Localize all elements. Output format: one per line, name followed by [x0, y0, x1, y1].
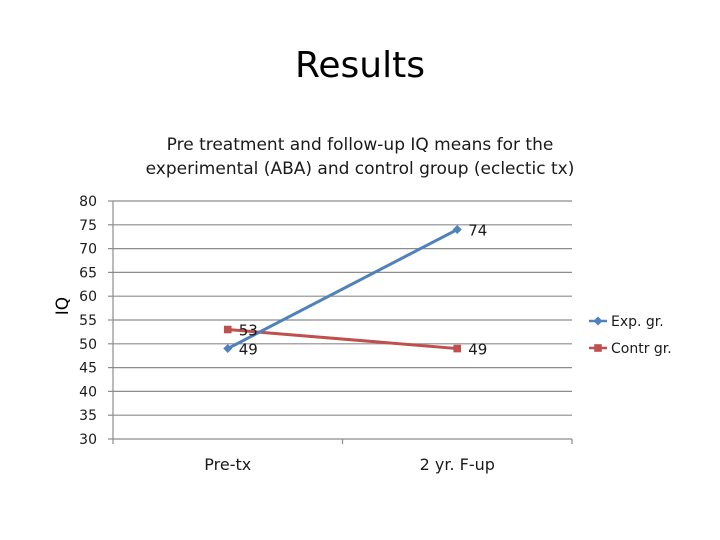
data-point: [223, 325, 232, 334]
data-label: 49: [468, 341, 487, 359]
grid-lines: [113, 200, 572, 416]
y-tick-label: 75: [79, 218, 97, 234]
y-tick-label: 70: [79, 242, 97, 258]
y-tick-label: 35: [79, 408, 97, 424]
y-tick-label: 30: [79, 432, 97, 448]
legend: Exp. gr. Contr gr.: [589, 314, 672, 357]
data-point: [452, 225, 462, 235]
y-tick-label: 65: [79, 265, 97, 281]
data-label: 53: [239, 322, 258, 340]
x-tick-label: Pre-tx: [204, 455, 251, 474]
y-tick-label: 55: [79, 313, 97, 329]
y-tick-label: 45: [79, 361, 97, 377]
legend-marker: [593, 316, 603, 326]
data-point: [453, 344, 462, 353]
chart-title-line-1: Pre treatment and follow-up IQ means for…: [166, 135, 554, 155]
y-tick-label: 40: [79, 384, 97, 400]
legend-label: Contr gr.: [611, 341, 672, 357]
slide-title: Results: [295, 45, 425, 86]
data-label: 49: [239, 341, 258, 359]
y-tick-labels: 80 75 70 65 60 55 50 45 40 35 30: [79, 194, 97, 448]
y-tick-label: 50: [79, 337, 97, 353]
chart-title: Pre treatment and follow-up IQ means for…: [120, 133, 600, 181]
series-line: [227, 228, 458, 350]
series: [223, 225, 462, 354]
series-line: [227, 328, 458, 351]
y-axis-label: IQ: [53, 297, 73, 315]
data-point: [223, 344, 233, 354]
y-tick-label: 60: [79, 289, 97, 305]
legend-marker: [594, 344, 602, 352]
y-tick-label: 80: [79, 194, 97, 210]
x-tick-label: 2 yr. F-up: [420, 455, 495, 474]
data-label: 74: [468, 222, 487, 240]
axes: [108, 200, 573, 444]
x-tick-labels: Pre-tx 2 yr. F-up: [204, 455, 495, 474]
chart-title-line-2: experimental (ABA) and control group (ec…: [145, 159, 575, 179]
legend-label: Exp. gr.: [611, 314, 664, 330]
